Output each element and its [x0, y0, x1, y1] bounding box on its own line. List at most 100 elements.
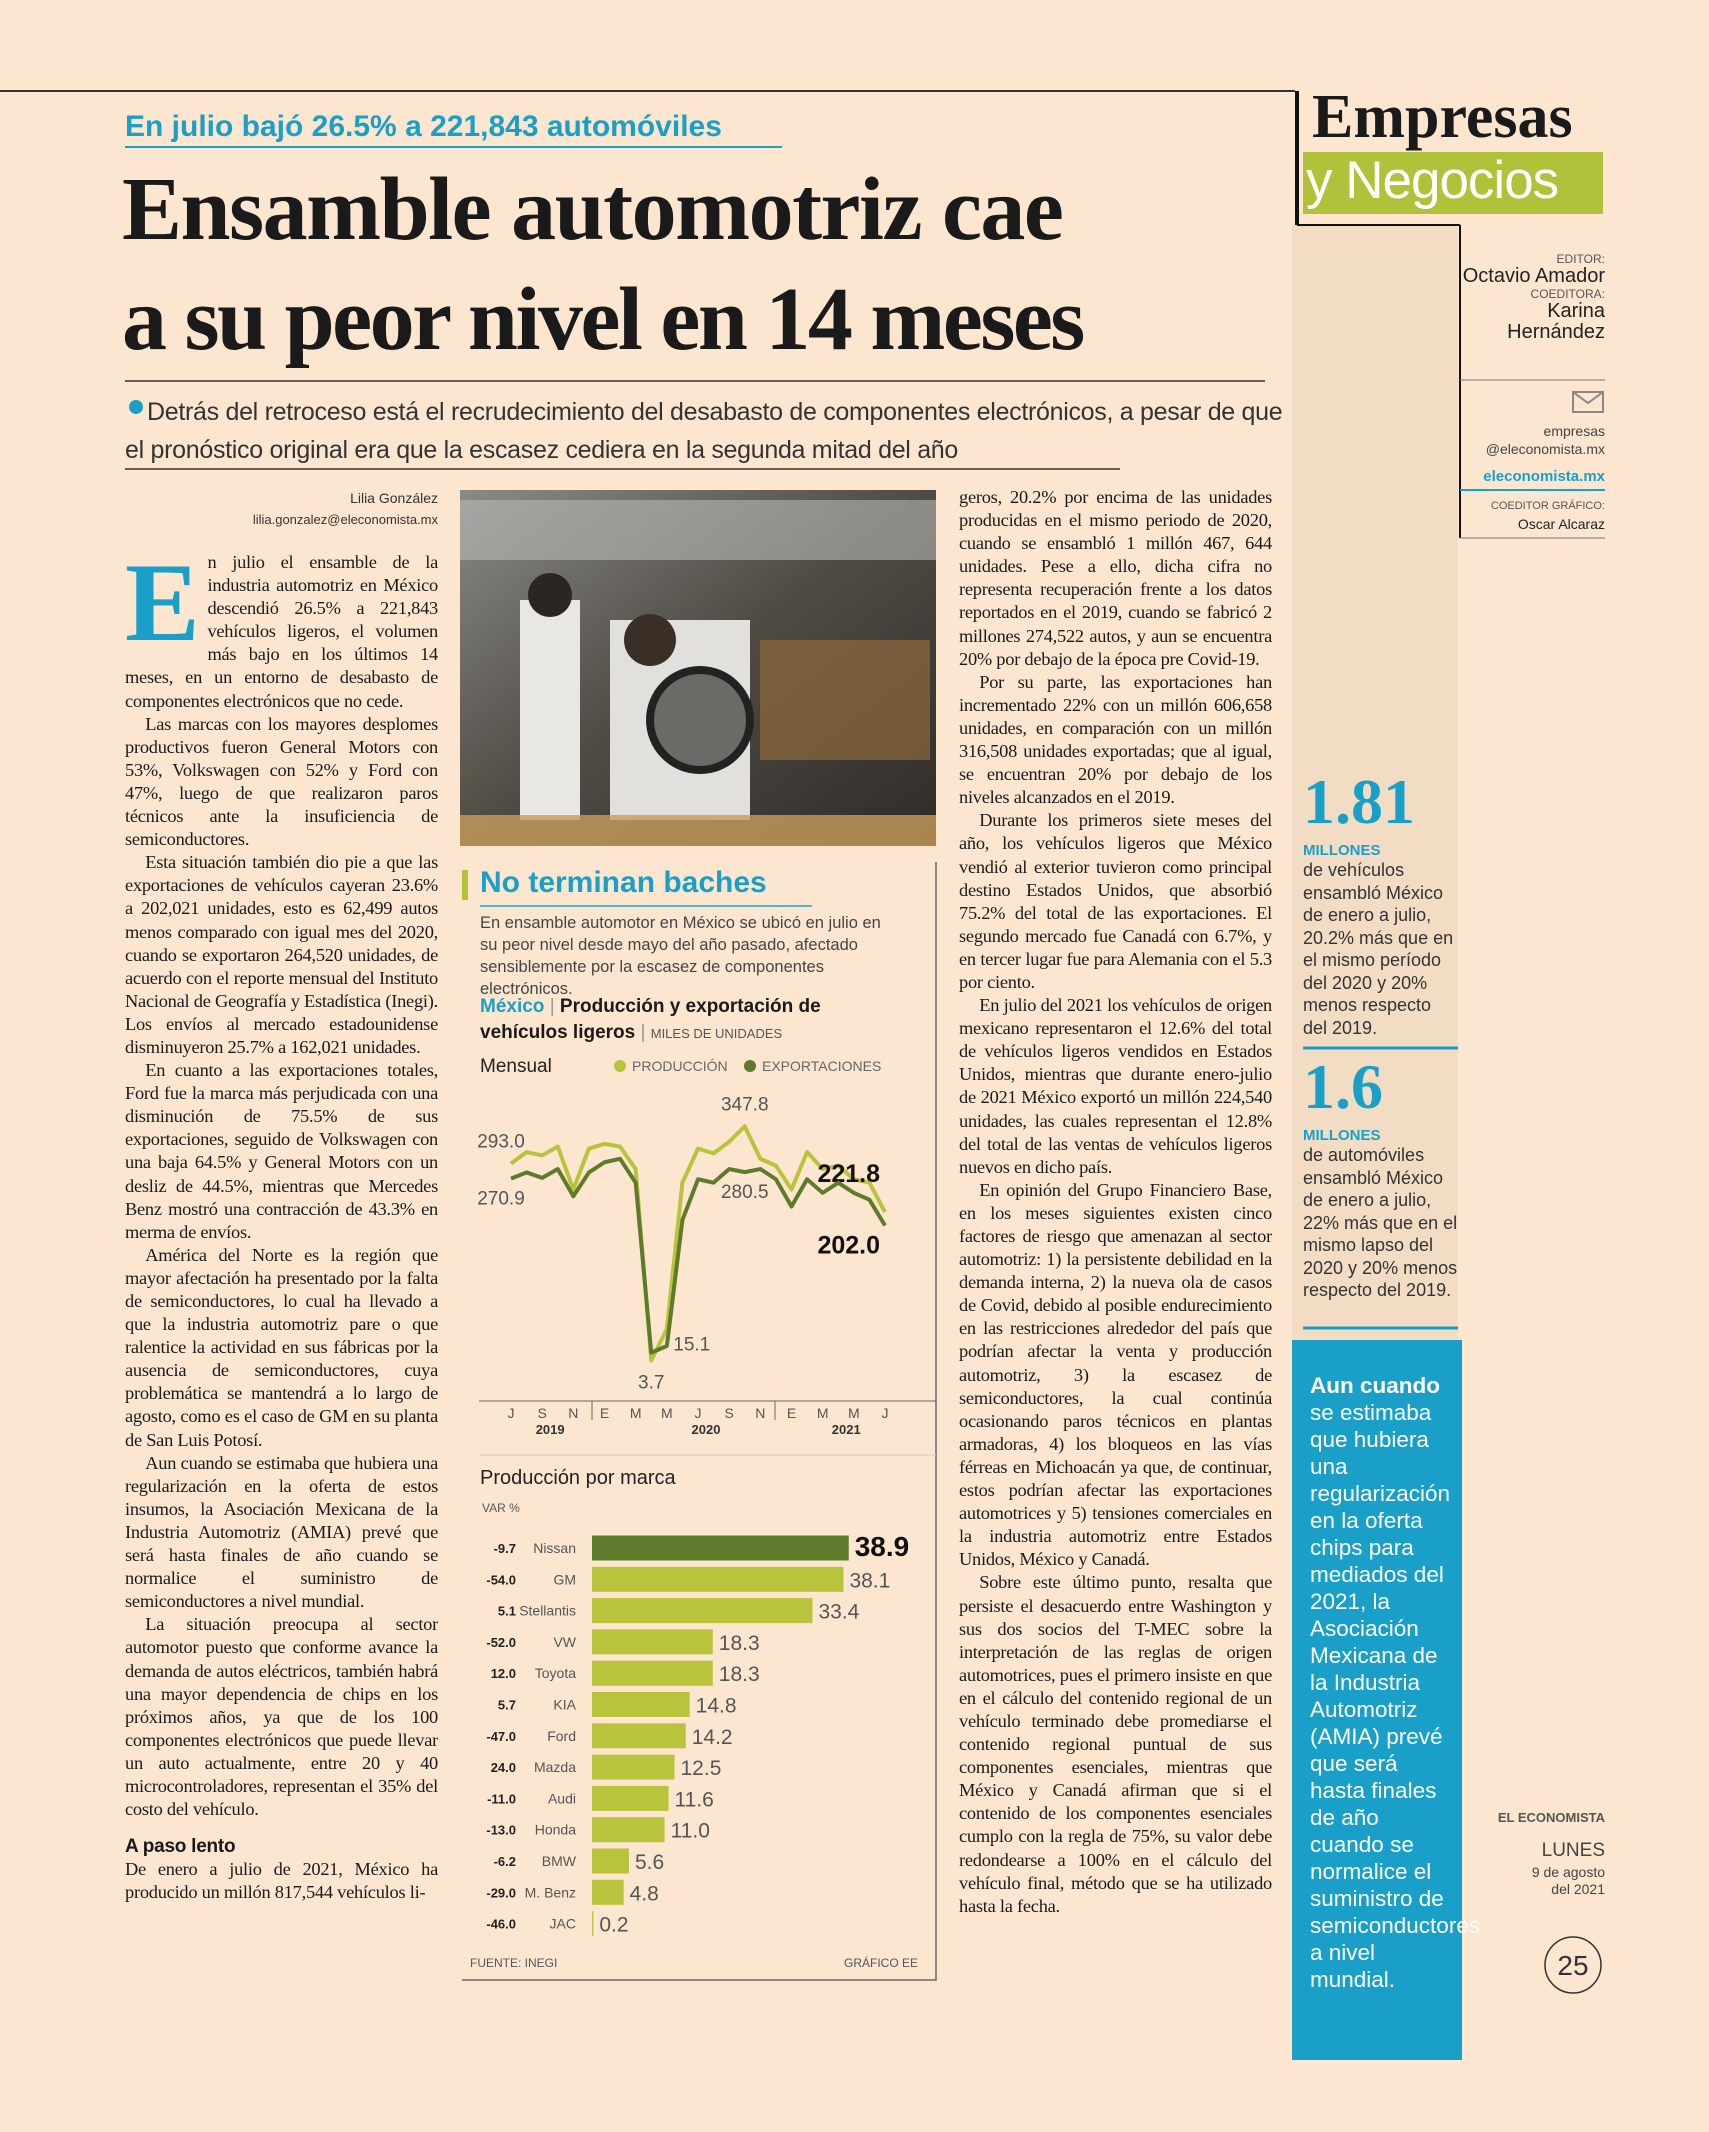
paragraph: En opinión del Grupo Financiero Base, en…	[959, 1179, 1272, 1570]
deck: Detrás del retroceso está el recrudecimi…	[125, 398, 1283, 464]
data-label: 202.0	[817, 1232, 880, 1260]
byline-author: Lilia González	[350, 490, 438, 506]
x-tick-label: M	[661, 1405, 673, 1421]
stat-unit: MILLONES	[1303, 1127, 1381, 1144]
legend-label: EXPORTACIONES	[762, 1058, 881, 1074]
label: COEDITOR GRÁFICO:	[1490, 500, 1605, 512]
infographic-marker	[462, 870, 468, 900]
subhead: A paso lento	[125, 1836, 236, 1858]
data-label: 18.3	[719, 1632, 760, 1655]
data-label: 270.9	[477, 1189, 525, 1210]
category-label: Stellantis	[519, 1603, 576, 1619]
chart-title: Producción y exportación de vehículos li…	[480, 996, 821, 1043]
data-label: 38.1	[849, 1569, 890, 1592]
paragraph: Esta situación también dio pie a que las…	[125, 852, 438, 1057]
column: geros, 20.2% por encima de las unidades …	[959, 486, 1272, 2091]
paragraph: Por su parte, las exportaciones han incr…	[959, 671, 1272, 808]
stat-text: de automóviles ensambló México de enero …	[1303, 1145, 1458, 1300]
bar	[592, 1692, 690, 1717]
paragraph: geros, 20.2% por encima de las unidades …	[959, 487, 1272, 669]
category-label: Toyota	[535, 1665, 576, 1681]
data-label: 280.5	[721, 1182, 769, 1203]
bar	[592, 1848, 629, 1874]
paragraph: n julio el ensamble de la industria auto…	[125, 552, 438, 711]
category-label: Mazda	[534, 1759, 576, 1775]
var-label: -52.0	[486, 1635, 516, 1650]
quote-lead: Aun cuando	[1310, 1373, 1440, 1398]
var-label: -46.0	[486, 1917, 516, 1932]
quote-text: se estimaba que hubiera una regularizaci…	[1310, 1400, 1481, 1992]
data-label: 11.0	[671, 1820, 710, 1843]
section-box	[1303, 152, 1603, 214]
x-tick-label: J	[695, 1405, 702, 1421]
email-line: empresas	[1543, 423, 1605, 439]
paragraph: Las marcas con los mayores desplomes pro…	[125, 713, 438, 850]
email-line: @eleconomista.mx	[1485, 441, 1605, 457]
var-label: 5.1	[498, 1604, 516, 1619]
paragraph: Sobre este último punto, resalta que per…	[959, 1572, 1272, 1916]
legend-label: PRODUCCIÓN	[632, 1058, 728, 1074]
data-label: 14.2	[692, 1726, 733, 1749]
byline-email: lilia.gonzalez@eleconomista.mx	[252, 512, 438, 527]
category-label: BMW	[542, 1853, 577, 1869]
stat: 1.6 MILLONES de automóviles ensambló Méx…	[1303, 1055, 1458, 1302]
paragraph: Aun cuando se estimaba que hubiera una r…	[125, 1452, 438, 1612]
data-label: 11.6	[675, 1788, 714, 1811]
page-number: 25	[1557, 1950, 1588, 1981]
stat: 1.81 MILLONES de vehículos ensambló Méxi…	[1303, 770, 1458, 1039]
var-label: -47.0	[486, 1729, 516, 1744]
stat-figure: 1.6	[1303, 1051, 1383, 1122]
data-label: 33.4	[818, 1601, 859, 1624]
x-tick-label: J	[508, 1405, 515, 1421]
paragraph: De enero a julio de 2021, México ha prod…	[125, 1859, 438, 1903]
date-line: del 2021	[1551, 1881, 1605, 1897]
editor: Octavio Amador	[1462, 265, 1605, 287]
var-label: 24.0	[491, 1760, 516, 1775]
data-label: 4.8	[630, 1882, 659, 1905]
paragraph: Durante los primeros siete meses del año…	[959, 810, 1272, 992]
legend-marker	[614, 1060, 626, 1072]
x-tick-label: S	[724, 1405, 733, 1421]
headline: Ensamble automotriz cae	[122, 160, 1064, 259]
x-tick-label: J	[882, 1405, 889, 1421]
label: EDITOR:	[1556, 252, 1605, 266]
var-label: 5.7	[498, 1698, 516, 1713]
var-label: -13.0	[486, 1823, 516, 1838]
section-name: Empresas	[1312, 83, 1573, 151]
category-label: M. Benz	[525, 1884, 576, 1900]
bar	[592, 1817, 665, 1843]
var-title: VAR %	[482, 1501, 520, 1515]
data-label: 14.8	[696, 1695, 737, 1718]
x-tick-label: E	[600, 1405, 609, 1421]
data-label: 0.2	[599, 1914, 628, 1937]
email: empresas @eleconomista.mx	[1462, 422, 1605, 458]
var-label: -29.0	[486, 1885, 516, 1900]
website[interactable]: eleconomista.mx	[1483, 468, 1605, 485]
var-label: 12.0	[491, 1666, 516, 1681]
credits: EDITOR: Octavio Amador COEDITORA: Karina…	[1462, 252, 1605, 343]
x-tick-label: M	[848, 1405, 860, 1421]
line	[510, 1156, 887, 1355]
stat-figure: 1.81	[1303, 766, 1415, 837]
category-label: Ford	[547, 1728, 576, 1744]
chart-heading: México | Producción y exportación de veh…	[480, 996, 821, 1043]
quote: Aun cuando se estimaba que hubiera una r…	[1310, 1372, 1480, 1993]
headline: a su peor nivel en 14 meses	[122, 270, 1085, 369]
paragraph: En julio del 2021 los vehículos de orige…	[959, 995, 1272, 1177]
data-label: 3.7	[638, 1372, 664, 1393]
footer-date: 9 de agosto del 2021	[1460, 1864, 1605, 1898]
x-tick-label: M	[817, 1405, 829, 1421]
bar	[592, 1911, 594, 1937]
data-label: 293.0	[477, 1132, 525, 1153]
sidebar-column	[1292, 225, 1458, 1345]
bar	[592, 1598, 813, 1624]
category-label: Nissan	[533, 1540, 576, 1556]
category-label: JAC	[550, 1916, 576, 1932]
photo	[460, 490, 936, 846]
coeditor: Karina Hernández	[1507, 300, 1605, 343]
line	[509, 1124, 887, 1363]
category-label: GM	[553, 1571, 576, 1587]
stat-unit: MILLONES	[1303, 842, 1381, 859]
credit: GRÁFICO EE	[843, 1956, 918, 1970]
